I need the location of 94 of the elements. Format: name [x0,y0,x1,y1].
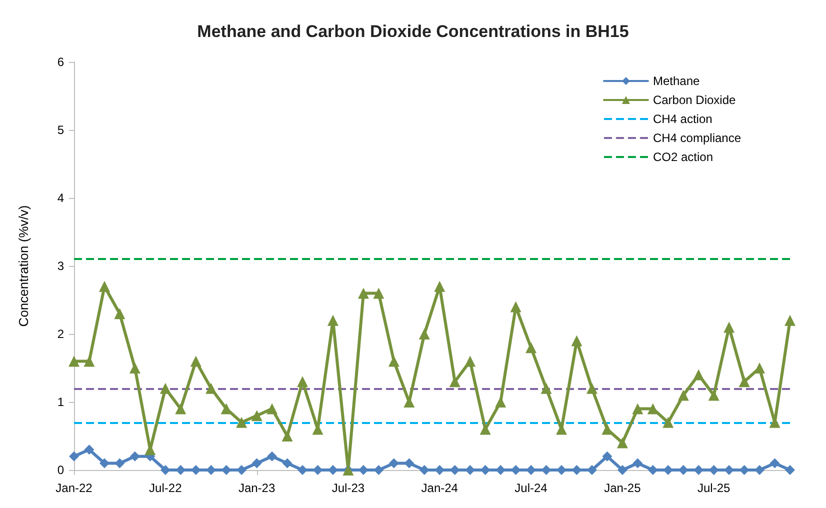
y-axis-title: Concentration (%v/v) [16,205,31,327]
legend-label: Carbon Dioxide [652,93,736,107]
point [220,403,232,414]
point [770,458,780,468]
x-tick-label: Jul-25 [697,481,730,495]
point [708,390,720,401]
y-tick-label: 4 [57,191,64,205]
point [449,376,460,388]
point [754,465,765,475]
point [418,328,430,340]
point [754,362,766,374]
point [739,465,750,475]
point [252,458,262,468]
point [738,376,750,388]
point [662,416,674,428]
point [648,465,658,475]
point [617,465,628,475]
point [419,465,430,475]
point [312,465,323,475]
point [236,465,247,475]
point [84,356,95,367]
point [616,437,628,448]
point [510,301,522,312]
point [282,430,293,442]
x-tick-label: Jan-24 [421,481,458,495]
point [327,314,338,326]
y-tick-label: 0 [57,463,64,477]
point [647,403,658,414]
legend-label: Methane [652,74,700,88]
point [678,390,689,401]
point [495,396,506,408]
point [785,465,795,475]
x-tick-label: Jul-23 [332,481,365,495]
point [373,288,384,299]
point [69,451,79,462]
point [297,376,308,388]
point [374,465,384,475]
point [510,465,521,475]
point [175,403,186,414]
point [434,280,446,292]
point [251,410,262,422]
point [541,465,552,475]
point [190,356,202,367]
point [480,424,491,435]
point [99,458,110,468]
point [130,451,140,462]
point [267,451,278,462]
point [206,382,217,394]
x-tick-label: Jan-25 [604,481,642,495]
y-tick-label: 1 [57,395,64,409]
point [282,458,292,468]
point [540,382,552,394]
point [708,465,719,475]
point [571,335,582,346]
point [221,465,232,475]
point [388,356,400,367]
y-tick-label: 2 [57,327,64,341]
point [464,356,476,367]
point [602,424,613,435]
point [572,465,582,475]
point [526,342,537,354]
y-tick-label: 5 [57,123,64,137]
point [632,458,643,468]
point [160,382,171,394]
point [450,465,460,475]
point [98,280,110,292]
y-tick-label: 3 [57,259,64,273]
point [84,444,94,455]
legend-label: CH4 compliance [652,131,742,145]
point [632,403,644,414]
point [602,451,612,462]
point [358,288,369,299]
legend-label: CH4 action [652,112,712,126]
point [586,382,598,394]
point [404,458,414,468]
chart-title: Methane and Carbon Dioxide Concentrations in BH15 [197,22,629,41]
point [266,403,278,414]
legend-label: CO2 action [652,150,713,164]
y-tick-label: 6 [57,55,64,69]
x-tick-label: Jan-23 [238,481,276,495]
point [784,314,796,326]
point [236,416,248,428]
point [68,356,80,367]
point [114,458,125,468]
point [388,458,399,468]
point [724,322,735,333]
point [480,465,490,475]
x-tick-label: Jul-22 [149,481,182,495]
point [114,308,126,320]
x-tick-label: Jul-24 [514,481,548,495]
x-tick-label: Jan-22 [56,481,93,495]
point [693,369,704,380]
point [129,362,140,374]
point [160,465,170,475]
